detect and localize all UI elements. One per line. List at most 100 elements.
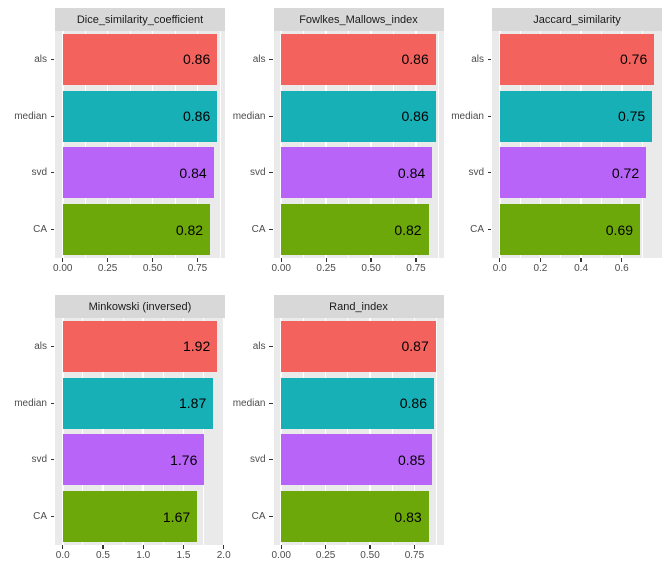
bar-ca: 0.69: [499, 204, 641, 256]
bar-value-label: 0.86: [401, 108, 429, 125]
x-axis-tick-label: 0.6: [614, 263, 629, 274]
x-axis-tick-label: 0.0: [492, 263, 507, 274]
x-axis-tick-label: 0.25: [316, 263, 336, 274]
x-axis-tick: [580, 258, 582, 262]
bar-svd: 0.72: [499, 147, 647, 199]
y-axis-tick: [487, 229, 491, 231]
y-axis-label-svd: svd: [468, 167, 484, 179]
facet-strip-minkowski-inversed: Minkowski (inversed): [55, 295, 225, 318]
y-axis-label-ca: CA: [251, 224, 266, 236]
bar-ca: 1.67: [62, 491, 198, 543]
x-axis-tick-label: 0.50: [360, 550, 380, 561]
bar-value-label: 0.76: [620, 51, 648, 68]
gridline-minor: [391, 318, 393, 545]
bar-als: 1.92: [62, 320, 218, 372]
bar-median: 0.75: [499, 90, 653, 142]
gridline-minor: [348, 31, 349, 258]
gridline-minor: [84, 31, 86, 258]
x-axis-tick-label: 0.75: [406, 263, 426, 274]
y-axis-tick: [269, 58, 273, 60]
plot-panel-jaccard-similarity: 0.76 0.75 0.72 0.69: [492, 31, 662, 258]
x-axis-tick-label: 0.00: [52, 263, 73, 274]
x-axis-tick: [280, 545, 282, 549]
gridline-major: [222, 318, 225, 545]
x-axis-tick: [62, 545, 64, 549]
gridline-minor: [438, 31, 439, 258]
x-axis-tick: [102, 545, 104, 549]
bar-svd: 0.84: [281, 147, 433, 199]
gridline-major: [498, 31, 501, 258]
bar-value-label: 0.82: [175, 221, 204, 238]
x-axis-tick-label: 0.0: [55, 550, 70, 561]
gridline-major: [370, 31, 372, 258]
y-axis-tick: [50, 58, 54, 60]
y-axis-label-als: als: [252, 53, 266, 65]
y-axis-tick: [269, 345, 273, 347]
gridline-minor: [122, 318, 124, 545]
x-axis-tick: [621, 258, 623, 262]
x-axis-tick: [415, 258, 417, 262]
x-axis-tick-label: 1.0: [136, 550, 151, 561]
x-axis-tick: [182, 545, 185, 549]
gridline-major: [102, 318, 104, 545]
x-axis-tick-label: 0.50: [142, 263, 163, 274]
plot-panel-rand-index: 0.87 0.86 0.85 0.83: [273, 318, 444, 545]
x-axis-tick-label: 0.25: [315, 550, 336, 561]
gridline-minor: [203, 318, 204, 545]
bar-median: 0.86: [281, 377, 434, 429]
y-axis-tick: [269, 172, 273, 174]
y-axis-label-median: median: [451, 110, 484, 122]
x-axis-tick: [107, 258, 109, 262]
bar-value-label: 1.76: [170, 451, 198, 468]
x-axis-tick: [196, 258, 199, 262]
y-axis-label-ca: CA: [33, 511, 47, 523]
bar-value-label: 1.67: [162, 508, 191, 525]
x-axis-tick-label: 2.0: [216, 550, 231, 561]
y-axis-tick: [487, 115, 491, 117]
bar-value-label: 0.84: [179, 164, 207, 181]
x-axis-tick: [62, 258, 64, 262]
bar-median: 1.87: [62, 377, 214, 429]
y-axis-tick: [50, 115, 54, 117]
y-axis-label-svd: svd: [249, 454, 266, 466]
bar-value-label: 0.86: [401, 51, 429, 68]
bar-value-label: 0.69: [605, 221, 634, 238]
bar-value-label: 1.87: [178, 395, 207, 412]
facet-title: Dice_similarity_coefficient: [76, 13, 204, 26]
x-axis-tick-label: 0.50: [361, 263, 381, 274]
y-axis-label-als: als: [34, 53, 47, 65]
gridline-minor: [82, 318, 84, 545]
bar-svd: 0.85: [281, 434, 433, 486]
bar-value-label: 0.86: [183, 51, 211, 68]
gridline-major: [539, 31, 542, 258]
gridline-minor: [129, 31, 131, 258]
y-axis-tick: [487, 172, 491, 174]
facet-strip-rand-index: Rand_index: [273, 295, 444, 318]
y-axis-tick: [50, 229, 54, 231]
bar-value-label: 0.86: [399, 395, 427, 412]
y-axis-label-median: median: [14, 110, 47, 122]
x-axis-tick: [151, 258, 154, 262]
bar-value-label: 0.83: [394, 508, 422, 525]
x-axis-tick-label: 1.5: [176, 550, 191, 561]
bar-value-label: 0.84: [397, 164, 426, 181]
bar-value-label: 0.85: [397, 451, 426, 468]
x-axis-tick: [325, 545, 327, 549]
gridline-minor: [219, 31, 221, 258]
y-axis-label-svd: svd: [31, 454, 47, 466]
gridline-major: [620, 31, 623, 258]
bar-value-label: 1.92: [183, 338, 211, 355]
bar-value-label: 0.86: [183, 108, 211, 125]
x-axis-tick-label: 0.00: [271, 550, 291, 561]
bar-value-label: 0.72: [611, 164, 640, 181]
gridline-major: [415, 31, 417, 258]
x-axis-tick-label: 0.75: [404, 550, 425, 561]
gridline-minor: [560, 31, 562, 258]
y-axis-label-als: als: [34, 340, 47, 352]
bar-median: 0.86: [62, 90, 218, 142]
y-axis-label-svd: svd: [31, 167, 47, 179]
y-axis-label-ca: CA: [251, 511, 266, 523]
bar-value-label: 0.87: [401, 338, 429, 355]
bar-value-label: 0.82: [394, 221, 422, 238]
y-axis-tick: [50, 459, 54, 461]
